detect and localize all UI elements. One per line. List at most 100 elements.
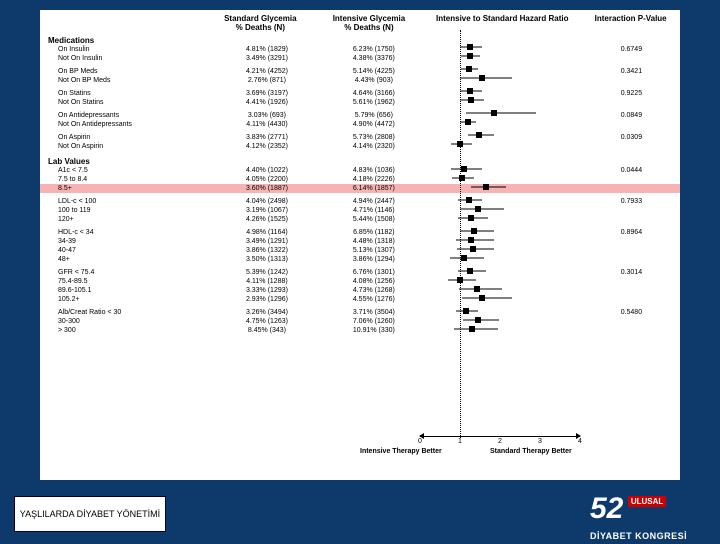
row-standard: 3.03% (693) — [214, 111, 321, 120]
row-label: GFR < 75.4 — [40, 268, 214, 277]
col-standard: Standard Glycemia% Deaths (N) — [206, 14, 315, 32]
row-pvalue: 0.0444 — [583, 166, 680, 175]
table-row: 120+4.26% (1525)5.44% (1508) — [40, 215, 680, 224]
row-standard: 4.12% (2352) — [214, 142, 321, 151]
row-intensive: 5.73% (2808) — [320, 133, 427, 142]
row-pvalue — [583, 206, 680, 215]
row-standard: 4.04% (2498) — [214, 197, 321, 206]
table-row: On Aspirin3.83% (2771)5.73% (2808) 0.0309 — [40, 133, 680, 142]
logo-number: 52 — [590, 492, 623, 526]
row-standard: 3.19% (1067) — [214, 206, 321, 215]
row-standard: 3.60% (1887) — [214, 184, 321, 193]
row-intensive: 4.08% (1256) — [320, 277, 427, 286]
x-axis: 01234 Intensive Therapy Better Standard … — [420, 438, 580, 462]
row-standard: 2.93% (1296) — [214, 295, 321, 304]
row-intensive: 6.14% (1857) — [320, 184, 427, 193]
row-label: 40-47 — [40, 246, 214, 255]
row-label: LDL-c < 100 — [40, 197, 214, 206]
table-row: 30-3004.75% (1263)7.06% (1260) — [40, 317, 680, 326]
row-pvalue: 0.5480 — [583, 308, 680, 317]
row-intensive: 3.86% (1294) — [320, 255, 427, 264]
row-pvalue — [583, 215, 680, 224]
row-standard: 4.26% (1525) — [214, 215, 321, 224]
table-row: Not On Insulin3.49% (3291)4.38% (3376) — [40, 54, 680, 63]
row-label: On BP Meds — [40, 67, 214, 76]
row-standard: 8.45% (343) — [214, 326, 321, 335]
row-pvalue — [583, 98, 680, 107]
row-intensive: 5.13% (1307) — [320, 246, 427, 255]
row-intensive: 4.43% (903) — [320, 76, 427, 85]
axis-tick: 3 — [538, 438, 542, 445]
row-pvalue: 0.9225 — [583, 89, 680, 98]
row-standard: 3.69% (3197) — [214, 89, 321, 98]
row-label: 8.5+ — [40, 184, 214, 193]
col-hr: Intensive to Standard Hazard Ratio — [423, 14, 581, 32]
row-label: HDL-c < 34 — [40, 228, 214, 237]
table-row: 105.2+2.93% (1296)4.55% (1276) — [40, 295, 680, 304]
row-label: 48+ — [40, 255, 214, 264]
row-intensive: 4.64% (3166) — [320, 89, 427, 98]
table-row: Not On Antidepressants4.11% (4430)4.90% … — [40, 120, 680, 129]
col-intensive: Intensive Glycemia% Deaths (N) — [315, 14, 424, 32]
row-intensive: 3.71% (3504) — [320, 308, 427, 317]
row-label: On Aspirin — [40, 133, 214, 142]
row-intensive: 6.76% (1301) — [320, 268, 427, 277]
table-row: 100 to 1193.19% (1067)4.71% (1146) — [40, 206, 680, 215]
table-row: > 3008.45% (343)10.91% (330) — [40, 326, 680, 335]
table-row: A1c < 7.54.40% (1022)4.83% (1036)0.0444 — [40, 166, 680, 175]
table-row: Not On BP Meds2.76% (871)4.43% (903) — [40, 76, 680, 85]
footer-title: YAŞLILARDA DİYABET YÖNETİMİ — [20, 509, 160, 520]
table-row: LDL-c < 1004.04% (2498)4.94% (2447)0.793… — [40, 197, 680, 206]
row-standard: 4.98% (1164) — [214, 228, 321, 237]
axis-tick: 2 — [498, 438, 502, 445]
row-intensive: 4.48% (1318) — [320, 237, 427, 246]
row-label: Not On Insulin — [40, 54, 214, 63]
row-standard: 3.83% (2771) — [214, 133, 321, 142]
row-intensive: 6.23% (1750) — [320, 45, 427, 54]
row-pvalue — [583, 142, 680, 151]
axis-label-left: Intensive Therapy Better — [360, 448, 442, 455]
row-intensive: 10.91% (330) — [320, 326, 427, 335]
row-standard: 3.49% (3291) — [214, 54, 321, 63]
row-label: On Statins — [40, 89, 214, 98]
row-intensive: 5.61% (1962) — [320, 98, 427, 107]
row-label: Not On BP Meds — [40, 76, 214, 85]
table-row: HDL-c < 344.98% (1164)6.85% (1182)0.8964 — [40, 228, 680, 237]
table-row: Not On Aspirin4.12% (2352)4.14% (2320) — [40, 142, 680, 151]
row-pvalue: 0.0309 — [583, 133, 680, 142]
section-title: Medications — [40, 34, 680, 45]
row-intensive: 4.90% (4472) — [320, 120, 427, 129]
row-pvalue — [583, 326, 680, 335]
row-standard: 4.05% (2200) — [214, 175, 321, 184]
table-row: 7.5 to 8.44.05% (2200)4.18% (2226) — [40, 175, 680, 184]
row-pvalue — [583, 286, 680, 295]
row-intensive: 4.14% (2320) — [320, 142, 427, 151]
row-pvalue: 0.6749 — [583, 45, 680, 54]
row-pvalue — [583, 76, 680, 85]
row-pvalue — [583, 175, 680, 184]
table-row: On BP Meds4.21% (4252)5.14% (4225)0.3421 — [40, 67, 680, 76]
row-label: > 300 — [40, 326, 214, 335]
table-row: On Statins3.69% (3197)4.64% (3166) 0.9225 — [40, 89, 680, 98]
row-pvalue: 0.0849 — [583, 111, 680, 120]
row-intensive: 4.55% (1276) — [320, 295, 427, 304]
row-standard: 3.33% (1293) — [214, 286, 321, 295]
row-pvalue — [583, 54, 680, 63]
axis-label-right: Standard Therapy Better — [490, 448, 572, 455]
row-intensive: 4.83% (1036) — [320, 166, 427, 175]
row-label: 105.2+ — [40, 295, 214, 304]
table-row: GFR < 75.45.39% (1242)6.76% (1301)0.3014 — [40, 268, 680, 277]
row-label: Alb/Creat Ratio < 30 — [40, 308, 214, 317]
table-row: On Antidepressants3.03% (693)5.79% (656)… — [40, 111, 680, 120]
row-standard: 4.40% (1022) — [214, 166, 321, 175]
row-pvalue — [583, 277, 680, 286]
forest-plot-slide: Standard Glycemia% Deaths (N) Intensive … — [40, 10, 680, 480]
row-pvalue: 0.7933 — [583, 197, 680, 206]
row-pvalue — [583, 237, 680, 246]
row-label: 30-300 — [40, 317, 214, 326]
row-standard: 5.39% (1242) — [214, 268, 321, 277]
row-standard: 4.81% (1829) — [214, 45, 321, 54]
slide-footer: YAŞLILARDA DİYABET YÖNETİMİ 52 ULUSAL Dİ… — [0, 484, 720, 540]
col-pvalue: Interaction P-Value — [581, 14, 680, 32]
table-row: On Insulin4.81% (1829)6.23% (1750)0.6749 — [40, 45, 680, 54]
